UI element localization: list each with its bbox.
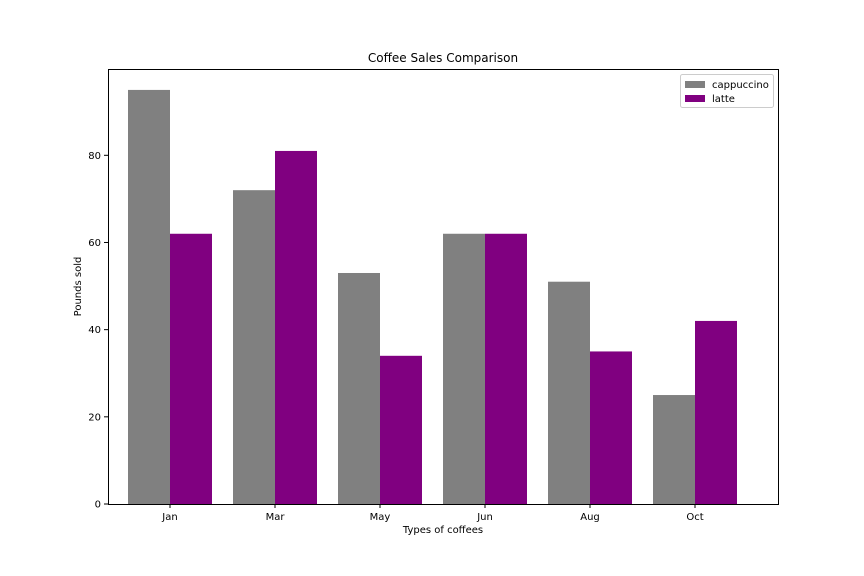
x-tick-label: Jun [476,512,493,523]
legend-swatch-latte [685,95,705,102]
bar-cappuccino-jan [128,89,170,504]
y-tick-label: 60 [88,238,101,249]
bar-latte-oct [695,320,737,504]
bar-latte-aug [590,351,632,504]
y-tick-label: 20 [88,412,101,423]
bar-cappuccino-mar [233,190,275,504]
x-axis-ticks: Jan Mar May Jun Aug Oct [161,504,704,523]
bar-latte-may [380,355,422,504]
bar-cappuccino-aug [548,281,590,504]
legend-label-latte: latte [712,94,735,105]
x-tick-label: Jan [161,512,177,523]
x-axis-label: Types of coffees [402,525,483,536]
bar-cappuccino-jun [443,233,485,504]
x-tick-label: Oct [686,512,703,523]
y-tick-label: 80 [88,151,101,162]
x-tick-label: May [370,512,391,523]
y-tick-label: 0 [95,500,101,511]
legend-swatch-cappuccino [685,81,705,88]
bar-latte-jan [170,233,212,504]
plot-area-frame [108,69,779,505]
bars-group [128,89,737,504]
bar-latte-mar [275,150,317,504]
y-axis-ticks: 0 20 40 60 80 [88,151,108,511]
bar-latte-jun [485,233,527,504]
legend-label-cappuccino: cappuccino [712,80,769,91]
bar-cappuccino-may [338,272,380,504]
legend: cappuccino latte [680,74,774,108]
x-tick-label: Mar [266,512,286,523]
bar-cappuccino-oct [653,395,695,504]
y-axis-label: Pounds sold [73,257,84,317]
x-tick-label: Aug [580,512,600,523]
y-tick-label: 40 [88,325,101,336]
chart-title: Coffee Sales Comparison [368,51,518,65]
